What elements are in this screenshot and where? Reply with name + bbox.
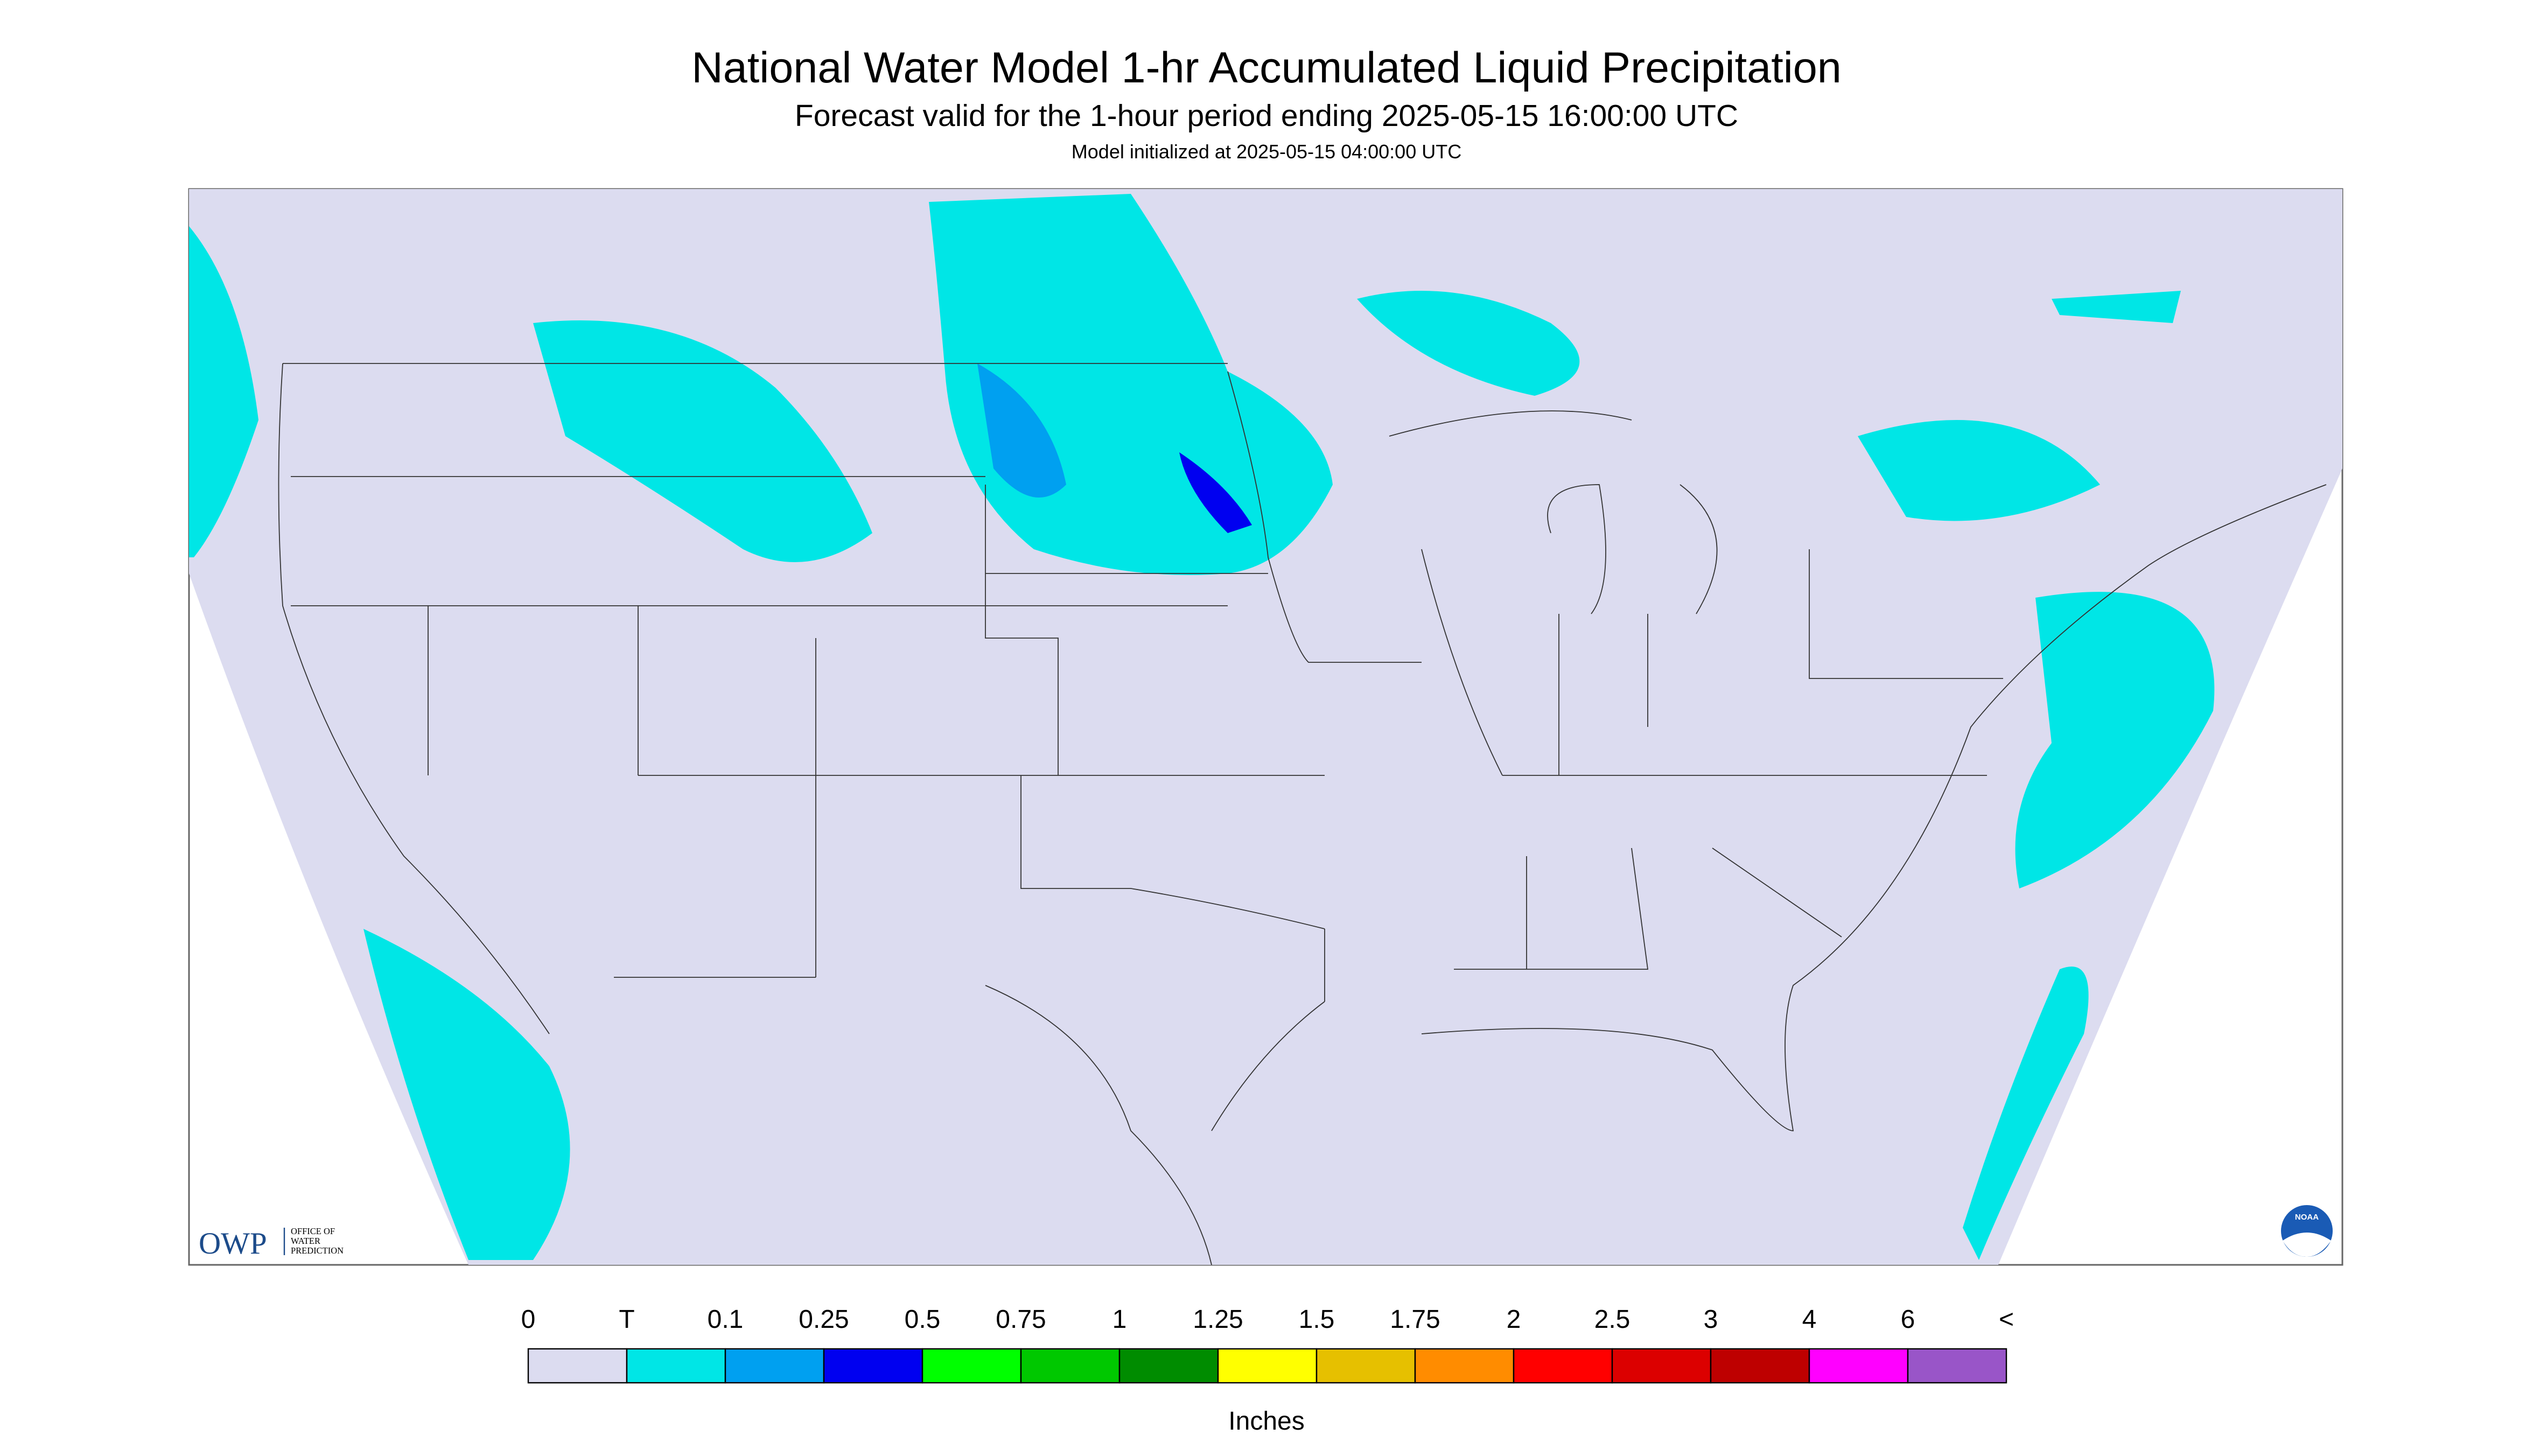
legend-label: 6 [1901, 1305, 1915, 1334]
owp-text: WATER [291, 1236, 320, 1246]
legend-swatch [921, 1348, 1022, 1384]
legend-swatch [527, 1348, 628, 1384]
legend: Inches 0 T 0.1 0.25 0.5 0.75 1 1.25 1.5 1.75 2 2.5 3… [521, 1305, 2014, 1436]
legend-label: 2 [1507, 1305, 1521, 1334]
map: OWP OFFICE OF WATER PREDICTION NOAA [188, 188, 2343, 1266]
legend-swatch [1907, 1348, 2007, 1384]
legend-label: 1 [1112, 1305, 1127, 1334]
legend-swatch [1710, 1348, 1810, 1384]
legend-swatch [1513, 1348, 1613, 1384]
legend-label: 2.5 [1594, 1305, 1631, 1334]
title: National Water Model 1-hr Accumulated Li… [691, 44, 1842, 92]
precip-areas [189, 194, 2215, 1261]
legend-swatch [1316, 1348, 1416, 1384]
legend-swatch [1118, 1348, 1219, 1384]
legend-label: T [619, 1305, 634, 1334]
legend-label: 0.75 [996, 1305, 1046, 1334]
legend-swatch [1414, 1348, 1515, 1384]
legend-label: 1.5 [1299, 1305, 1335, 1334]
legend-swatch [626, 1348, 726, 1384]
legend-label: 4 [1802, 1305, 1817, 1334]
legend-label: 0.1 [708, 1305, 744, 1334]
subtitle: Forecast valid for the 1-hour period end… [795, 99, 1738, 133]
init-note: Model initialized at 2025-05-15 04:00:00… [1072, 141, 1461, 163]
legend-label: 1.25 [1193, 1305, 1243, 1334]
legend-swatch [823, 1348, 923, 1384]
legend-swatch [1020, 1348, 1121, 1384]
owp-text: OFFICE OF [291, 1226, 335, 1236]
owp-mark: OWP [199, 1227, 267, 1261]
legend-swatch [1808, 1348, 1909, 1384]
legend-swatch [1611, 1348, 1712, 1384]
legend-label: < [1999, 1305, 2014, 1334]
legend-label: 3 [1704, 1305, 1718, 1334]
legend-swatch [724, 1348, 825, 1384]
owp-text: PREDICTION [291, 1245, 344, 1256]
legend-label: 0.5 [905, 1305, 941, 1334]
boundaries [278, 363, 2327, 1265]
legend-swatch [1217, 1348, 1318, 1384]
legend-label: 0.25 [799, 1305, 849, 1334]
legend-label: 0 [521, 1305, 536, 1334]
noaa-logo: NOAA [2281, 1205, 2333, 1257]
noaa-text: NOAA [2295, 1213, 2319, 1222]
legend-label: 1.75 [1390, 1305, 1440, 1334]
owp-logo: OWP OFFICE OF WATER PREDICTION [199, 1226, 344, 1261]
legend-unit: Inches [1228, 1407, 1304, 1436]
